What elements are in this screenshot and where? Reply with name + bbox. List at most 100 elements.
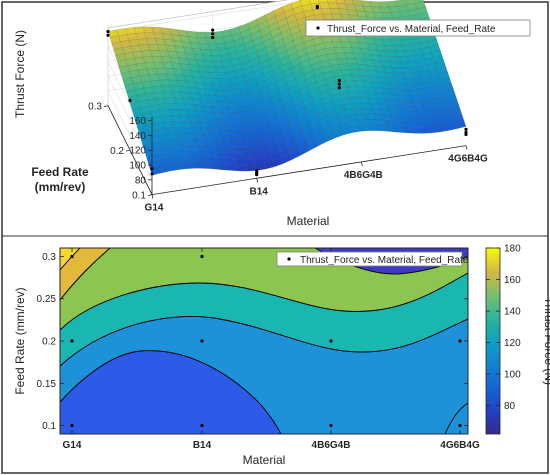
- surface-data-point: [106, 30, 110, 34]
- surface-ylabel: Feed Rate (mm/rev): [31, 165, 89, 194]
- surface-x-axis: [151, 145, 467, 195]
- surface-grid-z: [107, 90, 153, 180]
- surface-data-point: [464, 127, 468, 131]
- contour-chart: G14 B14 4B6G4B 4G6B4G 0.1 0.15 0.2 0.25 0.3 Mate…: [13, 244, 550, 468]
- contour-y-tick-label: 0.15: [37, 379, 57, 390]
- surface-y-tick: [103, 105, 109, 107]
- surface-cell: [455, 120, 467, 129]
- surface-z-tick-label: 80: [135, 175, 147, 186]
- surface-cell: [125, 27, 137, 35]
- surface-cell: [138, 68, 149, 77]
- surface-grid-z: [107, 0, 313, 32]
- surface-mesh: [107, 0, 467, 176]
- contour-line-160: [60, 248, 81, 271]
- surface-cell: [421, 104, 433, 112]
- contour-top-cap: [60, 248, 80, 270]
- surface-data-point: [337, 82, 341, 86]
- colorbar-tick-label: 140: [504, 307, 521, 318]
- surface-z-tick-label: 160: [129, 116, 146, 127]
- surface-data-point: [337, 86, 341, 90]
- surface-points: [106, 4, 468, 177]
- contour-y-tick-label: 0.2: [42, 337, 56, 348]
- contour-x-tick-label: 4B6G4B: [312, 440, 351, 451]
- surface-x-tick-label: 4G6B4G: [448, 154, 488, 165]
- surface-data-point: [211, 28, 215, 32]
- surface-x-tick: [465, 145, 468, 150]
- surface-cell: [159, 109, 171, 117]
- contour-ylabel: Feed Rate (mm/rev): [13, 287, 27, 394]
- surface-cell: [130, 45, 142, 53]
- surface-cell: [221, 59, 233, 67]
- surface-data-point: [106, 33, 110, 37]
- surface-cell: [165, 127, 177, 135]
- contour-data-point: [200, 423, 204, 428]
- contour-x-tick-label: G14: [63, 440, 82, 451]
- surface-x-tick: [151, 194, 154, 199]
- surface-data-point: [315, 6, 319, 10]
- surface-data-point: [255, 173, 259, 177]
- contour-y-tick-label: 0.25: [37, 294, 57, 305]
- colorbar-tick-label: 100: [504, 370, 521, 381]
- surface-cell: [410, 71, 422, 79]
- contour-data-point: [329, 339, 333, 343]
- contour-legend-box: [276, 251, 463, 267]
- surface-data-point: [464, 130, 468, 134]
- contour-data-point: [70, 423, 74, 428]
- surface-y-tick-label: 0.3: [88, 102, 102, 113]
- colorbar-tick-label: 180: [504, 244, 521, 255]
- contour-x-tick-label: 4G6B4G: [440, 440, 480, 451]
- surface-cell: [388, 6, 400, 13]
- colorbar-tick-label: 80: [504, 401, 516, 412]
- colorbar-ticks: 80 100 120 140 160 180: [486, 244, 521, 412]
- contour-legend: Thrust_Force vs. Material, Feed_Rate: [276, 251, 469, 267]
- surface-data-point: [211, 32, 215, 36]
- surface-cell: [170, 145, 182, 152]
- contour-data-point: [70, 254, 74, 259]
- surface-z-tick-label: 100: [129, 161, 146, 172]
- surface-z-tick-label: 140: [129, 131, 146, 142]
- contour-legend-marker: [287, 257, 291, 261]
- contour-legend-text: Thrust_Force vs. Material, Feed_Rate: [300, 255, 469, 266]
- surface-data-point: [464, 132, 468, 137]
- surface-chart: G14 B14 4B6G4B 4G6B4G 0.1 0.2 0.3 80 100 120 140 16…: [13, 0, 531, 228]
- contour-data-point: [200, 254, 204, 259]
- surface-legend-marker: [316, 26, 320, 30]
- surface-y-tick: [147, 194, 153, 196]
- contour-data-point: [200, 339, 204, 343]
- contour-data-point: [70, 339, 74, 343]
- surface-x-tick: [360, 161, 363, 167]
- contour-data-point: [458, 339, 462, 343]
- surface-zlabel: Thrust Force (N): [13, 30, 27, 118]
- contour-y-tick-label: 0.1: [42, 421, 56, 432]
- surface-cell: [399, 39, 411, 46]
- surface-cell: [416, 88, 428, 95]
- surface-cell: [223, 65, 235, 73]
- surface-legend-text: Thrust_Force vs. Material, Feed_Rate: [327, 24, 496, 35]
- contour-xlabel: Material: [243, 453, 286, 467]
- surface-z-tick-label: 120: [129, 146, 146, 157]
- surface-cell: [176, 162, 188, 170]
- surface-cell: [229, 82, 240, 90]
- contour-data-point: [329, 423, 333, 428]
- surface-cell: [216, 42, 228, 50]
- contour-x-tick-label: B14: [193, 440, 212, 451]
- colorbar-tick-label: 120: [504, 338, 521, 349]
- surface-axes: G14 B14 4B6G4B 4G6B4G 0.1 0.2 0.3 80 100 120 140 16…: [88, 102, 488, 214]
- surface-y-tick-label: 0.2: [110, 146, 124, 157]
- surface-y-tick: [125, 149, 131, 152]
- contour-data-point: [458, 423, 462, 428]
- surface-data-point: [128, 98, 132, 103]
- contour-y-tick-label: 0.3: [42, 252, 56, 263]
- surface-cell: [427, 121, 439, 128]
- surface-data-point: [255, 169, 259, 173]
- surface-legend: Thrust_Force vs. Material, Feed_Rate: [305, 19, 531, 37]
- colorbar: 80 100 120 140 160 180 Thrust Force (N): [485, 244, 550, 435]
- surface-cell: [132, 51, 144, 59]
- colorbar-label: Thrust Force (N): [542, 297, 550, 385]
- surface-legend-box: [305, 19, 531, 37]
- surface-data-point: [211, 35, 215, 40]
- surface-x-tick: [256, 178, 259, 183]
- surface-x-tick-label: G14: [145, 203, 164, 214]
- surface-cell: [154, 91, 166, 99]
